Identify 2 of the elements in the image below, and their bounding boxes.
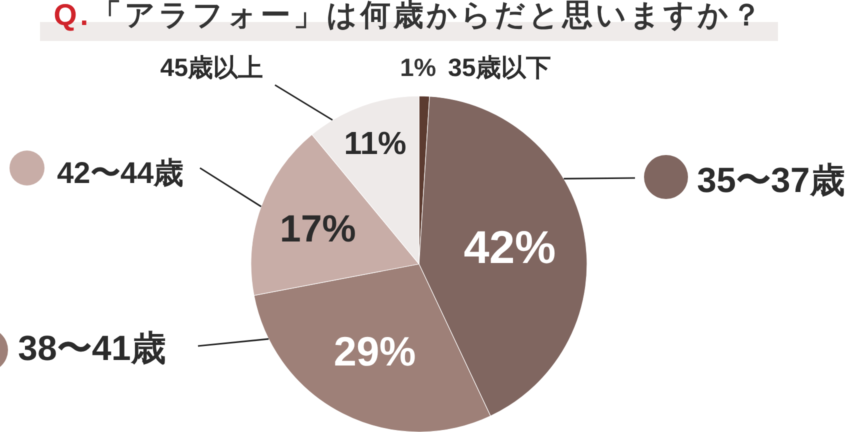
title: Q.「アラフォー」は何歳からだと思いますか？ bbox=[40, 0, 778, 41]
chart-title: Q.「アラフォー」は何歳からだと思いますか？ bbox=[54, 0, 764, 32]
